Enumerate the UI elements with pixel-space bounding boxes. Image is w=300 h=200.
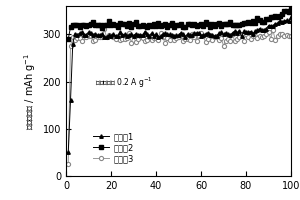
实施例3 — [103, 28, 106, 30]
实施例2 — [199, 23, 203, 26]
实施例1 — [118, 31, 122, 33]
Y-axis label: 放电比容量 / mAh g$^{-1}$: 放电比容量 / mAh g$^{-1}$ — [23, 52, 38, 130]
实施例1 — [278, 20, 282, 22]
实施例2 — [289, 8, 293, 10]
实施例2 — [118, 22, 122, 24]
实施例2 — [67, 38, 70, 40]
实施例3 — [202, 34, 205, 37]
实施例3 — [112, 35, 115, 38]
实施例1 — [181, 33, 185, 35]
实施例1 — [271, 25, 275, 27]
实施例3 — [67, 163, 70, 165]
实施例1 — [199, 34, 203, 37]
实施例1 — [109, 35, 113, 37]
Legend: 实施例1, 实施例2, 实施例3: 实施例1, 实施例2, 实施例3 — [93, 132, 134, 163]
实施例2 — [109, 24, 113, 26]
实施例3 — [184, 38, 187, 40]
实施例3 — [280, 33, 284, 35]
实施例2 — [278, 15, 282, 18]
实施例3 — [121, 37, 124, 40]
实施例2 — [181, 25, 185, 28]
实施例3 — [274, 39, 277, 41]
Line: 实施例2: 实施例2 — [67, 7, 293, 41]
Line: 实施例3: 实施例3 — [66, 27, 293, 166]
实施例1 — [289, 16, 293, 19]
实施例2 — [271, 15, 275, 18]
Text: 电流密度： 0.2 A g$^{-1}$: 电流密度： 0.2 A g$^{-1}$ — [95, 75, 153, 90]
实施例1 — [67, 151, 70, 154]
实施例3 — [289, 35, 293, 37]
Line: 实施例1: 实施例1 — [67, 16, 293, 154]
